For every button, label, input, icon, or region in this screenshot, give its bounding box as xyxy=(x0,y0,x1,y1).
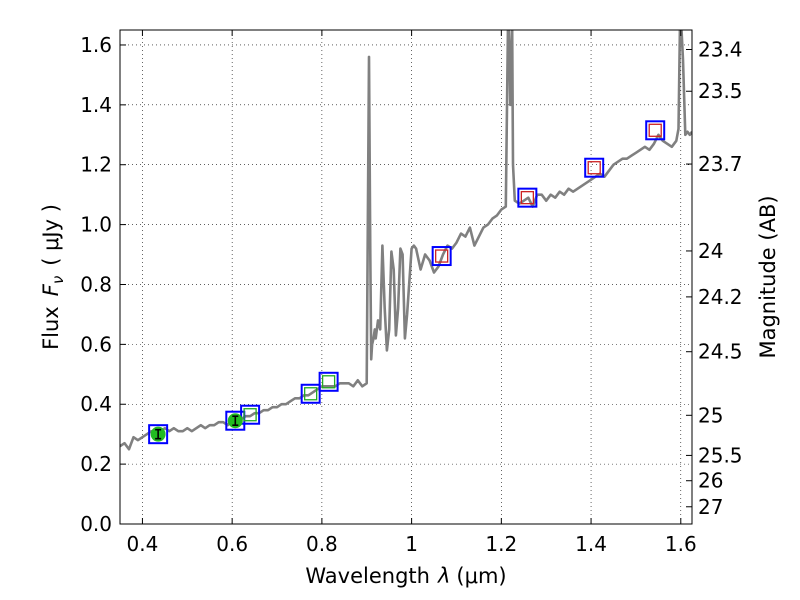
ir-photometry-point xyxy=(587,161,601,175)
y-tick-label: 0.6 xyxy=(80,332,112,356)
ir-photometry-point xyxy=(520,191,535,205)
magnitude-tick-label: 23.7 xyxy=(698,152,743,176)
magnitude-tick-label: 25.5 xyxy=(698,443,743,467)
plot-frame xyxy=(119,29,693,525)
magnitude-tick-label: 26 xyxy=(698,469,723,493)
x-tick-label: 0.4 xyxy=(127,532,159,556)
model-flux-box xyxy=(584,157,605,178)
model-flux-box xyxy=(148,424,169,445)
optical-photometry-point xyxy=(304,387,318,401)
model-flux-box xyxy=(645,120,666,141)
model-flux-box xyxy=(517,187,538,208)
x-tick-label: 1.4 xyxy=(575,532,607,556)
magnitude-tick-label: 25 xyxy=(698,403,723,427)
x-axis-label: Wavelength λ (μm) xyxy=(305,564,506,588)
x-tick-label: 0.6 xyxy=(216,532,248,556)
y-tick-label: 0.8 xyxy=(80,272,112,296)
y-tick-label: 0.2 xyxy=(80,452,112,476)
y2-axis-label: Magnitude (AB) xyxy=(756,195,780,358)
y-tick-label: 0.0 xyxy=(80,512,112,536)
y-tick-label: 1.6 xyxy=(80,33,112,57)
model-flux-box xyxy=(240,404,261,425)
optical-photometry-point xyxy=(321,375,336,389)
x-tick-label: 1 xyxy=(405,532,418,556)
magnitude-tick-label: 23.5 xyxy=(698,79,743,103)
y-axis-label: FluxFν( μJy ) xyxy=(39,204,67,350)
ir-photometry-point xyxy=(648,123,662,137)
photometry-layer xyxy=(148,120,666,445)
y-tick-label: 1.4 xyxy=(80,93,112,117)
y-tick-label: 1.0 xyxy=(80,213,112,237)
magnitude-tick-label: 23.4 xyxy=(698,37,743,61)
model-flux-box xyxy=(300,383,321,404)
ir-photometry-point xyxy=(435,249,449,263)
model-flux-box xyxy=(318,371,339,392)
x-tick-label: 0.8 xyxy=(306,532,338,556)
optical-photometry-point xyxy=(243,408,257,422)
magnitude-tick-label: 24 xyxy=(698,239,723,263)
axis-ticks: 0.4 0.6 0.8 1 1.2 1.4 1.6 0.0 0.2 0.4 0.6 0.8 1.0 1.2… xyxy=(80,30,743,556)
x-tick-label: 1.2 xyxy=(485,532,517,556)
x-tick-label: 1.6 xyxy=(665,532,697,556)
plot-area xyxy=(120,30,692,524)
y-tick-label: 0.4 xyxy=(80,392,112,416)
magnitude-tick-label: 24.5 xyxy=(698,340,743,364)
grid xyxy=(120,30,692,524)
magnitude-tick-label: 27 xyxy=(698,495,723,519)
model-flux-box xyxy=(431,246,452,267)
magnitude-tick-label: 24.2 xyxy=(698,285,743,309)
y-tick-label: 1.2 xyxy=(80,153,112,177)
